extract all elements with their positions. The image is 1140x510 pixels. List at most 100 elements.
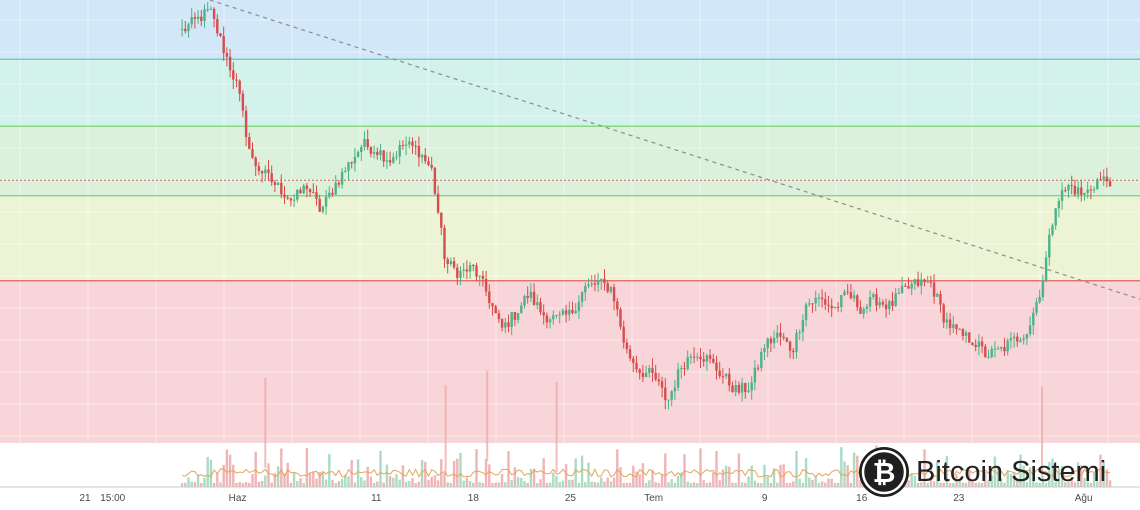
volume-bar	[417, 481, 421, 487]
candle-body	[961, 329, 965, 336]
candle-body	[449, 261, 453, 264]
candle-body	[180, 28, 184, 30]
candle-body	[398, 144, 401, 157]
candle-body	[337, 182, 341, 185]
candle-body	[600, 278, 603, 282]
volume-bar	[500, 474, 504, 487]
volume-bar	[1064, 482, 1067, 487]
candle-body	[305, 185, 309, 190]
volume-bar	[382, 482, 385, 487]
volume-bar	[484, 459, 488, 487]
volume-bar	[952, 482, 955, 487]
candle-body	[648, 368, 651, 373]
candle-body	[670, 391, 673, 400]
candle-body	[718, 370, 721, 377]
candle-body	[907, 286, 910, 289]
candle-body	[248, 137, 251, 149]
candle-body	[347, 162, 350, 171]
candle-body	[654, 372, 657, 380]
candle-body	[878, 302, 881, 306]
volume-bar	[856, 455, 859, 487]
candle-body	[888, 301, 891, 310]
candle-body	[433, 167, 437, 194]
candle-body	[708, 355, 712, 359]
volume-bar	[836, 482, 840, 487]
volume-bar	[436, 480, 440, 487]
volume-bar	[270, 482, 273, 487]
candle-body	[830, 305, 833, 309]
candle-body	[264, 169, 267, 174]
candle-body	[936, 293, 939, 297]
candle-body	[324, 196, 328, 207]
candle-body	[577, 301, 581, 312]
volume-bar	[555, 475, 558, 487]
candle-body	[340, 171, 344, 185]
candle-body	[344, 170, 347, 172]
candle-body	[593, 283, 597, 285]
volume-bar	[388, 476, 392, 487]
volume-bar	[273, 473, 277, 487]
volume-bar	[657, 482, 661, 487]
volume-bar	[561, 480, 565, 487]
bitcoin-logo-icon: ₿	[859, 447, 909, 497]
volume-bar	[296, 481, 299, 487]
candle-body	[353, 156, 357, 164]
candle-body	[564, 310, 568, 315]
volume-bar	[344, 474, 347, 487]
volume-moving-average	[182, 468, 1111, 478]
x-tick-label: Haz	[229, 493, 247, 504]
candle-body	[792, 350, 795, 353]
volume-bar	[401, 465, 405, 487]
candle-body	[443, 227, 446, 260]
volume-bar	[916, 482, 920, 487]
candle-body	[225, 53, 229, 57]
volume-bar	[811, 479, 814, 487]
volume-bar	[491, 482, 494, 487]
volume-bar	[286, 462, 289, 487]
volume-spike	[264, 377, 267, 468]
candle-body	[849, 292, 853, 299]
candle-body	[728, 373, 731, 386]
volume-bar	[744, 482, 747, 487]
volume-bar	[1054, 482, 1057, 487]
volume-bar	[283, 473, 286, 487]
candle-body	[865, 306, 869, 309]
candle-body	[926, 281, 929, 283]
candle-body	[776, 332, 779, 338]
volume-bar	[651, 470, 654, 487]
volume-bar	[644, 482, 648, 487]
volume-bar	[702, 480, 705, 487]
candle-body	[472, 264, 475, 266]
x-tick-label: Tem	[644, 493, 663, 504]
volume-bar	[600, 477, 603, 487]
candle-body	[392, 157, 395, 163]
candle-body	[1038, 296, 1041, 302]
candle-body	[491, 303, 494, 307]
candle-body	[228, 56, 232, 71]
candle-body	[705, 355, 709, 362]
candle-body	[459, 270, 462, 278]
volume-bar	[948, 482, 952, 487]
candle-body	[824, 299, 827, 305]
volume-bar	[472, 482, 475, 487]
candle-body	[1054, 208, 1057, 226]
candle-body	[504, 322, 507, 328]
candle-body	[587, 284, 590, 287]
candle-body	[942, 304, 945, 323]
watermark-text: Bitcoin Sistemi	[916, 455, 1107, 488]
volume-bar	[596, 482, 600, 487]
candle-body	[468, 264, 472, 272]
volume-bar	[523, 481, 526, 487]
volume-bar	[760, 482, 763, 487]
candle-body	[740, 383, 744, 393]
volume-bar	[552, 472, 555, 487]
volume-bar	[385, 464, 389, 487]
volume-bar	[366, 466, 369, 487]
candle-body	[1022, 338, 1025, 341]
candle-body	[520, 305, 523, 314]
volume-bar	[689, 483, 693, 487]
candle-body	[1019, 340, 1022, 342]
zone-band-2	[0, 126, 1140, 196]
candle-body	[747, 390, 750, 393]
